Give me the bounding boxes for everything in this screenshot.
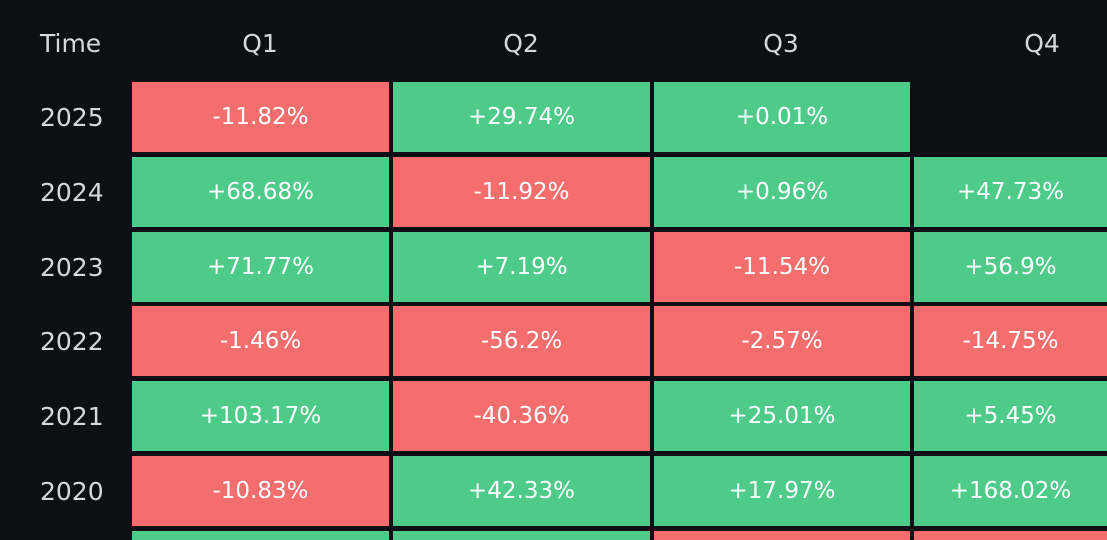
heatmap-cell-2020-q4: +168.02%: [914, 456, 1107, 526]
column-header-q4: Q4: [1024, 29, 1060, 58]
row-label-2021: 2021: [40, 402, 104, 432]
heatmap-cell-partial-q2: [393, 530, 650, 540]
heatmap-cell-2025-q1: -11.82%: [132, 82, 389, 152]
heatmap-cell-partial-q1: [132, 530, 389, 540]
heatmap-cell-2023-q4: +56.9%: [914, 231, 1107, 302]
heatmap-cell-2023-q3: -11.54%: [654, 231, 910, 302]
heatmap-cell-2024-q4: +47.73%: [914, 156, 1107, 227]
row-label-2022: 2022: [40, 327, 104, 357]
column-header-q2: Q2: [503, 29, 539, 58]
heatmap-cell-2022-q3: -2.57%: [654, 306, 910, 377]
heatmap-cell-2023-q2: +7.19%: [393, 231, 650, 302]
heatmap-cell-2022-q2: -56.2%: [393, 306, 650, 377]
heatmap-cell-2024-q1: +68.68%: [132, 156, 389, 227]
row-label-2020: 2020: [40, 477, 104, 506]
heatmap-cell-2020-q3: +17.97%: [654, 456, 910, 526]
column-header-q1: Q1: [242, 29, 278, 58]
heatmap-cell-2025-q2: +29.74%: [393, 82, 650, 152]
heatmap-cell-2021-q4: +5.45%: [914, 381, 1107, 452]
heatmap-cell-2024-q3: +0.96%: [654, 156, 910, 227]
heatmap-cell-2025-q3: +0.01%: [654, 82, 910, 152]
row-label-2023: 2023: [40, 252, 104, 282]
heatmap-cell-2021-q1: +103.17%: [132, 381, 389, 452]
column-header-q3: Q3: [763, 29, 799, 58]
row-label-2024: 2024: [40, 177, 104, 207]
heatmap-cell-2021-q2: -40.36%: [393, 381, 650, 452]
heatmap-cell-2020-q2: +42.33%: [393, 456, 650, 526]
row-label-2025: 2025: [40, 103, 104, 132]
heatmap-cell-2022-q1: -1.46%: [132, 306, 389, 377]
time-column-header: Time: [40, 29, 102, 58]
heatmap-cell-2021-q3: +25.01%: [654, 381, 910, 452]
heatmap-cell-partial-q3: [654, 530, 910, 540]
heatmap-cell-2024-q2: -11.92%: [393, 156, 650, 227]
heatmap-cell-2020-q1: -10.83%: [132, 456, 389, 526]
heatmap-cell-2023-q1: +71.77%: [132, 231, 389, 302]
heatmap-cell-partial-q4: [914, 530, 1107, 540]
heatmap-cell-2022-q4: -14.75%: [914, 306, 1107, 377]
